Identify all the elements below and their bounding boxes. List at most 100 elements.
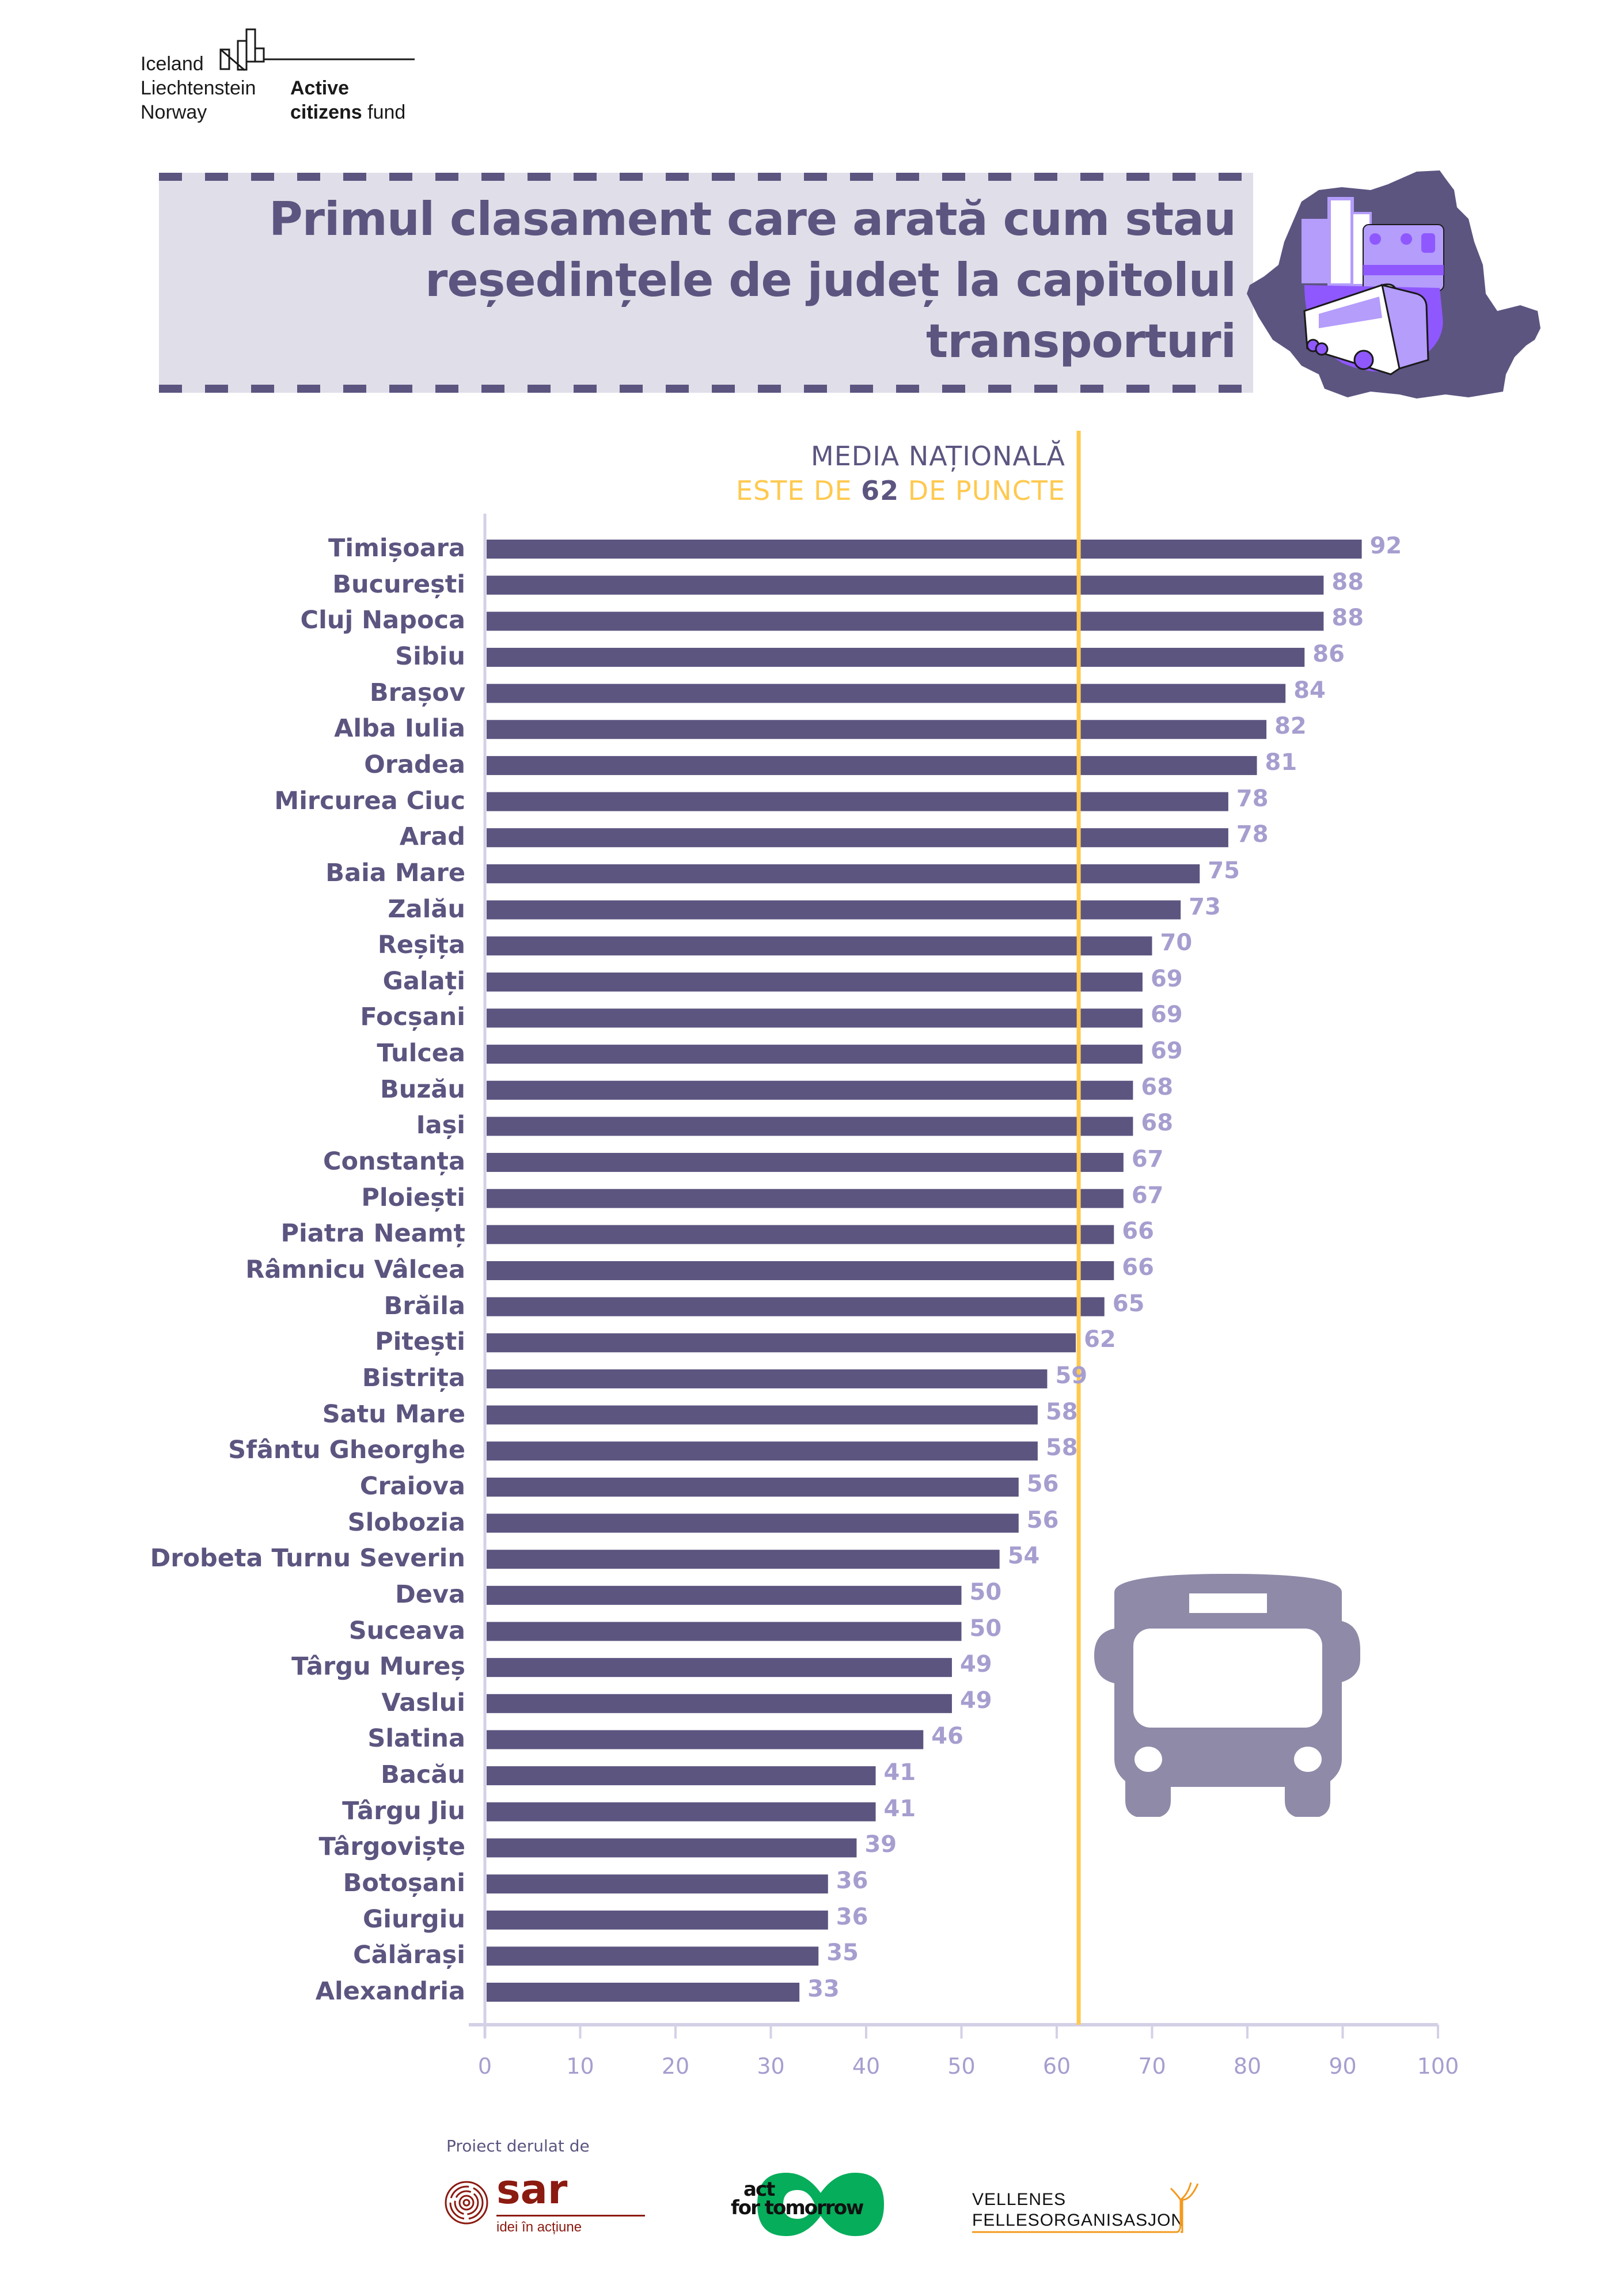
bar: [487, 1369, 1048, 1388]
bar: [487, 1441, 1038, 1461]
value-label: 73: [1189, 893, 1221, 920]
mean-annotation: MEDIA NAȚIONALĂ ESTE DE 62 DE PUNCTE: [691, 441, 1065, 506]
category-label: Vaslui: [381, 1688, 465, 1717]
category-label: Bistrița: [362, 1363, 465, 1392]
title-line-3: transporturi: [926, 314, 1236, 368]
x-tick-label: 50: [947, 2054, 976, 2079]
category-label: Timișoara: [328, 534, 465, 563]
value-label: 36: [836, 1903, 868, 1930]
sar-underline: [496, 2215, 645, 2217]
category-label: Ploiești: [361, 1183, 465, 1212]
bar: [487, 1080, 1133, 1100]
sar-tagline: idei în acțiune: [496, 2219, 582, 2235]
category-label: Buzău: [380, 1075, 465, 1104]
category-label: Călărași: [353, 1941, 465, 1970]
bar: [487, 540, 1362, 559]
value-label: 59: [1055, 1362, 1088, 1389]
category-label: Bacău: [381, 1760, 465, 1790]
category-label: Deva: [395, 1580, 465, 1609]
category-label: Râmnicu Vâlcea: [245, 1255, 465, 1284]
category-label: Alexandria: [315, 1977, 465, 2006]
category-label: Piatra Neamț: [280, 1219, 465, 1248]
x-tick-label: 30: [757, 2054, 785, 2079]
category-label: Drobeta Turnu Severin: [150, 1544, 465, 1573]
eea-grants-logo: Iceland Liechtenstein Norway Active citi…: [138, 26, 415, 124]
bar: [487, 1910, 828, 1930]
logo-citizens: citizens: [290, 101, 362, 123]
value-label: 39: [864, 1831, 897, 1858]
bar: [487, 1622, 962, 1641]
bar: [487, 1153, 1124, 1172]
romania-map-bus-illustration-icon: [1247, 170, 1540, 398]
vf-line-2: FELLESORGANISASJON: [972, 2211, 1185, 2230]
value-label: 78: [1236, 785, 1269, 812]
value-label: 50: [969, 1578, 1002, 1606]
value-label: 49: [959, 1651, 992, 1678]
category-label: Suceava: [348, 1616, 465, 1645]
value-label: 70: [1160, 929, 1193, 957]
bar: [487, 1477, 1019, 1497]
value-label: 66: [1122, 1218, 1154, 1245]
value-label: 62: [1084, 1326, 1116, 1353]
category-label: Mircurea Ciuc: [274, 786, 465, 815]
value-label: 69: [1150, 1038, 1183, 1065]
value-label: 68: [1141, 1073, 1174, 1100]
value-label: 88: [1331, 568, 1364, 595]
category-label: Botoșani: [343, 1869, 465, 1898]
category-label: Slatina: [367, 1724, 465, 1754]
value-label: 58: [1045, 1434, 1078, 1462]
act-line-1: act: [743, 2178, 775, 2201]
x-tick-label: 70: [1138, 2054, 1166, 2079]
value-label: 92: [1369, 533, 1402, 559]
category-label: Giurgiu: [363, 1904, 465, 1934]
x-tick-label: 20: [661, 2054, 690, 2079]
category-label: Iași: [416, 1111, 465, 1140]
title-line-1: Primul clasament care arată cum stau: [268, 192, 1236, 246]
x-tick-label: 90: [1329, 2054, 1357, 2079]
value-label: 67: [1131, 1146, 1164, 1173]
bar: [487, 1117, 1133, 1136]
x-tick-label: 40: [852, 2054, 881, 2079]
x-tick-label: 0: [477, 2054, 492, 2079]
sar-maze-icon: [445, 2181, 488, 2225]
value-label: 69: [1150, 965, 1183, 992]
category-label: Reșița: [377, 931, 465, 960]
category-label: București: [332, 570, 465, 599]
bar: [487, 828, 1228, 848]
value-label: 75: [1208, 857, 1240, 884]
vellenes-fellesorganisasjon-logo: VELLENES FELLESORGANISASJON: [972, 2177, 1214, 2240]
category-label: Cluj Napoca: [300, 606, 465, 635]
bar: [487, 864, 1200, 883]
category-label: Sfântu Gheorghe: [228, 1436, 465, 1465]
bar: [487, 936, 1152, 956]
bar: [487, 647, 1305, 667]
value-label: 41: [883, 1759, 916, 1786]
sar-name: sar: [496, 2166, 568, 2213]
value-label: 41: [883, 1795, 916, 1822]
value-label: 56: [1026, 1470, 1059, 1497]
value-label: 88: [1331, 605, 1364, 632]
banner-bottom-border: [159, 385, 1253, 393]
bar: [487, 575, 1324, 595]
category-label: Focșani: [360, 1003, 465, 1032]
bar: [487, 1585, 962, 1605]
bar: [487, 1694, 952, 1713]
vf-line-1: VELLENES: [972, 2190, 1067, 2209]
x-tick-label: 10: [566, 2054, 594, 2079]
bar: [487, 1730, 924, 1749]
category-label: Satu Mare: [322, 1399, 465, 1429]
bar: [487, 1189, 1124, 1208]
bar: [487, 1874, 828, 1894]
logo-country-norway: Norway: [141, 101, 207, 123]
value-label: 78: [1236, 821, 1269, 848]
bar: [487, 1802, 876, 1821]
category-label: Brașov: [369, 678, 465, 707]
category-label: Brăila: [384, 1291, 466, 1320]
bar: [487, 1550, 1000, 1569]
mean-annotation-value: 62: [861, 475, 900, 506]
value-label: 35: [826, 1940, 859, 1967]
category-label: Slobozia: [347, 1508, 465, 1537]
title-line-2: reședințele de județ la capitolul: [425, 253, 1236, 307]
category-label: Târgu Mureș: [291, 1652, 465, 1682]
vf-tree-icon: [972, 2182, 1199, 2233]
